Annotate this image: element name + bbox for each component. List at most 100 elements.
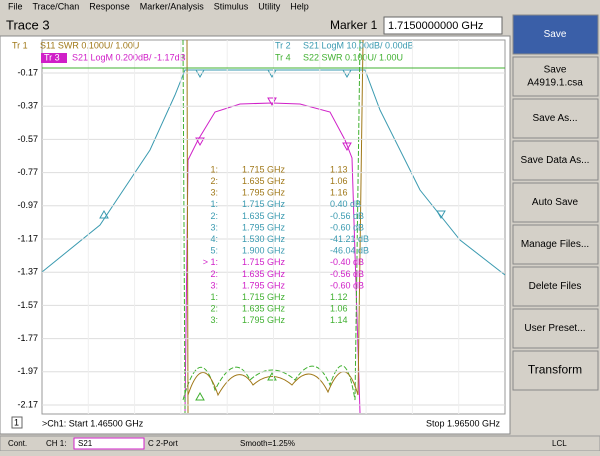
softkey-label: Transform (528, 363, 582, 377)
marker-val: 0.40 dB (330, 199, 361, 209)
softkey-label: Delete Files (529, 281, 582, 292)
marker-freq: 1.795 GHz (242, 280, 286, 290)
status-item: S21 (78, 439, 93, 448)
menu-item[interactable]: Trace/Chan (33, 1, 80, 11)
trace-label: Tr 1 (12, 40, 28, 50)
marker-val: -0.40 dB (330, 257, 364, 267)
trace-title: Trace 3 (6, 17, 50, 32)
menu-item[interactable]: Stimulus (214, 1, 249, 11)
marker-val: 1.06 (330, 304, 348, 314)
channel-box (11, 416, 23, 429)
marker-label: Marker 1 (330, 18, 378, 32)
menu-item[interactable]: Help (290, 1, 309, 11)
marker-id: 3: (210, 222, 218, 232)
marker-val: -46.04 dB (330, 246, 369, 256)
y-label: -0.17 (17, 67, 38, 77)
marker-freq: 1.715 GHz (242, 292, 286, 302)
softkey[interactable] (512, 350, 599, 391)
softkey[interactable] (512, 182, 599, 223)
y-label: -0.37 (17, 101, 38, 111)
marker-input[interactable] (383, 16, 503, 35)
marker-id: 2: (210, 176, 218, 186)
trace-desc: S11 SWR 0.100U/ 1.00U (40, 40, 139, 50)
marker-id: 3: (210, 188, 218, 198)
marker-freq: 1.715 GHz (242, 257, 286, 267)
marker-freq: 1.635 GHz (242, 176, 286, 186)
softkey[interactable] (512, 266, 599, 307)
marker-val: -41.21 dB (330, 234, 369, 244)
marker-freq: 1.635 GHz (242, 211, 286, 221)
marker-val: 1.13 (330, 164, 348, 174)
softkey[interactable] (512, 224, 599, 265)
active-trace-label-bg (41, 53, 67, 63)
marker-freq: 1.900 GHz (242, 246, 286, 256)
plot-panel (0, 35, 511, 435)
marker-freq: 1.530 GHz (242, 234, 286, 244)
marker-freq: 1.795 GHz (242, 222, 286, 232)
softkey[interactable] (512, 14, 599, 55)
y-label: -1.17 (17, 233, 38, 243)
marker-val: 1.06 (330, 176, 348, 186)
y-label: -1.77 (17, 333, 38, 343)
softkey-label: Save (544, 65, 567, 76)
softkey-label: User Preset... (524, 323, 585, 334)
y-label: -1.97 (17, 366, 38, 376)
status-item: C 2-Port (148, 439, 179, 448)
marker-val: 1.14 (330, 315, 348, 325)
status-item: LCL (552, 439, 567, 448)
menu-item[interactable]: Response (89, 1, 130, 11)
marker-freq: 1.715 GHz (242, 164, 286, 174)
y-label: -0.57 (17, 134, 38, 144)
trace-label: Tr 3 (44, 52, 60, 62)
start: >Ch1: Start 1.46500 GHz (42, 418, 144, 428)
status-field (73, 437, 145, 450)
softkey-label: A4919.1.csa (527, 78, 583, 89)
marker-id: > 1: (203, 257, 218, 267)
y-label: -0.97 (17, 200, 38, 210)
trace-label: Tr 2 (275, 40, 291, 50)
status-item: Cont. (8, 439, 27, 448)
softkey-label: Save As... (532, 113, 577, 124)
softkey-label: Manage Files... (521, 239, 589, 250)
marker-id: 2: (210, 211, 218, 221)
softkey-label: Save (544, 29, 567, 40)
marker-id: 1: (210, 164, 218, 174)
trace-s21-zoom (184, 102, 361, 414)
marker-freq: 1.635 GHz (242, 304, 286, 314)
marker-id: 1: (210, 199, 218, 209)
marker-val: -0.56 dB (330, 211, 364, 221)
softkey[interactable] (512, 308, 599, 349)
marker-freq: 1.795 GHz (242, 188, 286, 198)
marker-value: 1.7150000000 GHz (388, 20, 483, 32)
marker-val: -0.60 dB (330, 222, 364, 232)
status-item: CH 1: (46, 439, 66, 448)
marker-id: 3: (210, 315, 218, 325)
marker-val: -0.60 dB (330, 280, 364, 290)
menu-item[interactable]: Marker/Analysis (140, 1, 205, 11)
softkey[interactable] (512, 140, 599, 181)
marker-id: 5: (210, 246, 218, 256)
softkey-label: Auto Save (532, 197, 579, 208)
channel: 1 (14, 417, 19, 427)
menu-item[interactable]: Utility (258, 1, 280, 11)
stop: Stop 1.96500 GHz (426, 418, 501, 428)
marker-id: 4: (210, 234, 218, 244)
trace-label: Tr 4 (275, 52, 291, 62)
marker-val: 1.12 (330, 292, 348, 302)
y-label: -0.77 (17, 167, 38, 177)
menu-item[interactable]: File (8, 1, 23, 11)
marker-id: 1: (210, 292, 218, 302)
marker-id: 2: (210, 304, 218, 314)
marker-freq: 1.635 GHz (242, 269, 286, 279)
softkey[interactable] (512, 98, 599, 139)
trace-desc: S21 LogM 0.200dB/ -1.17dB (72, 52, 186, 62)
y-label: -1.37 (17, 267, 38, 277)
marker-val: -0.56 dB (330, 269, 364, 279)
marker-id: 3: (210, 280, 218, 290)
marker-id: 2: (210, 269, 218, 279)
marker-freq: 1.795 GHz (242, 315, 286, 325)
y-label: -1.57 (17, 300, 38, 310)
softkey[interactable] (512, 56, 599, 97)
